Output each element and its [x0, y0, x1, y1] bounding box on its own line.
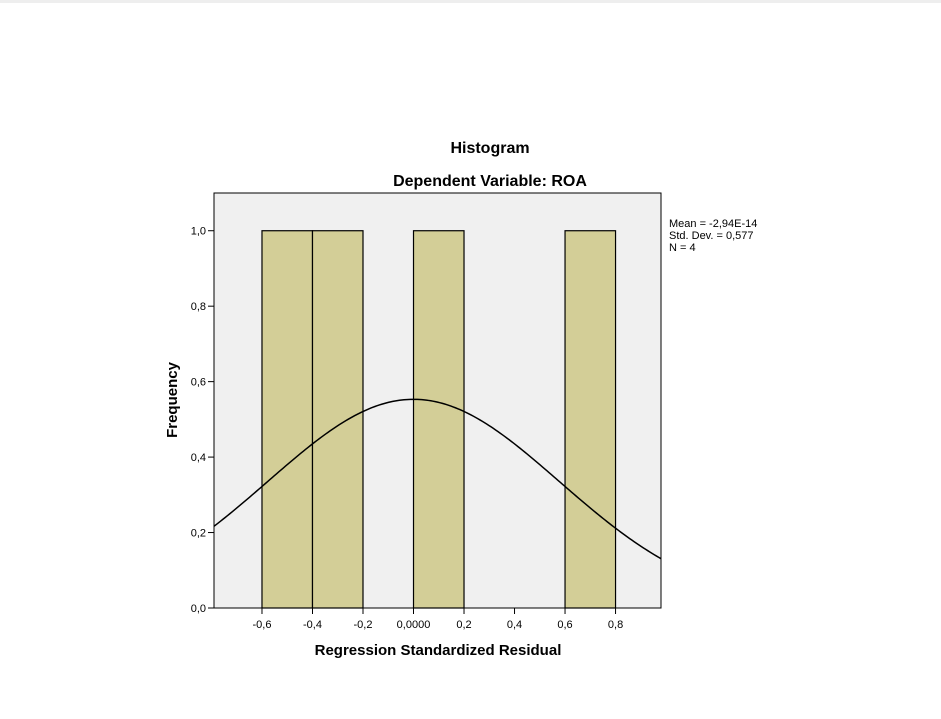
bar-2: [412, 230, 465, 609]
bars-group: [261, 230, 617, 609]
stats-std-dev: Std. Dev. = 0,577: [669, 230, 754, 242]
y-tick-label-3: 0,6: [191, 377, 206, 389]
normal-curve: [213, 398, 662, 560]
stats-box: Mean = -2,94E-14 Std. Dev. = 0,577 N = 4: [669, 218, 757, 254]
x-tick-label-5: 0,4: [507, 619, 522, 631]
x-tick-label-2: -0,2: [354, 619, 373, 631]
y-tick-label-4: 0,8: [191, 301, 206, 313]
bar-0: [261, 230, 314, 609]
x-tick-label-6: 0,6: [557, 619, 572, 631]
y-tick-label-0: 0,0: [191, 603, 206, 615]
top-border: [0, 0, 941, 3]
bar-1: [311, 230, 364, 609]
bar-3: [564, 230, 617, 609]
x-tick-label-7: 0,8: [608, 619, 623, 631]
x-tick-label-4: 0,2: [456, 619, 471, 631]
x-axis-title: Regression Standardized Residual: [315, 642, 562, 659]
chart-title: Histogram: [450, 140, 529, 157]
x-tick-label-1: -0,4: [303, 619, 322, 631]
stats-n: N = 4: [669, 242, 696, 254]
y-tick-label-2: 0,4: [191, 452, 206, 464]
x-tick-label-0: -0,6: [252, 619, 271, 631]
stats-mean: Mean = -2,94E-14: [669, 218, 757, 230]
axes-group: -0,6 -0,4 -0,2 0,0000 0,2 0,4 0,6 0,8 0,0 0,2 0,4 0…: [191, 226, 623, 631]
y-tick-label-5: 1,0: [191, 226, 206, 238]
y-axis-title: Frequency: [164, 361, 181, 438]
x-tick-label-3: 0,0000: [397, 619, 431, 631]
chart-subtitle: Dependent Variable: ROA: [393, 173, 587, 190]
y-tick-label-1: 0,2: [191, 528, 206, 540]
